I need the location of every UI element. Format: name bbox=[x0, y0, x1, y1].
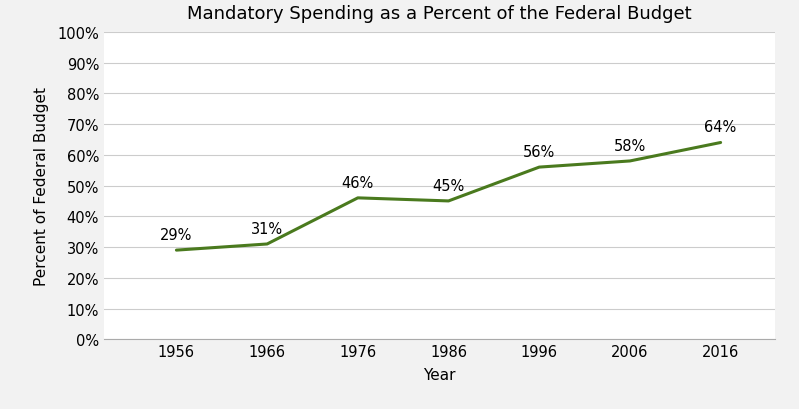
Text: 29%: 29% bbox=[161, 227, 193, 242]
Text: 64%: 64% bbox=[705, 120, 737, 135]
Text: 56%: 56% bbox=[523, 144, 555, 160]
Text: 58%: 58% bbox=[614, 138, 646, 153]
Y-axis label: Percent of Federal Budget: Percent of Federal Budget bbox=[34, 87, 49, 285]
Text: 31%: 31% bbox=[251, 221, 283, 236]
Text: 46%: 46% bbox=[342, 175, 374, 190]
X-axis label: Year: Year bbox=[423, 368, 455, 382]
Text: 45%: 45% bbox=[432, 178, 465, 193]
Title: Mandatory Spending as a Percent of the Federal Budget: Mandatory Spending as a Percent of the F… bbox=[187, 5, 692, 23]
